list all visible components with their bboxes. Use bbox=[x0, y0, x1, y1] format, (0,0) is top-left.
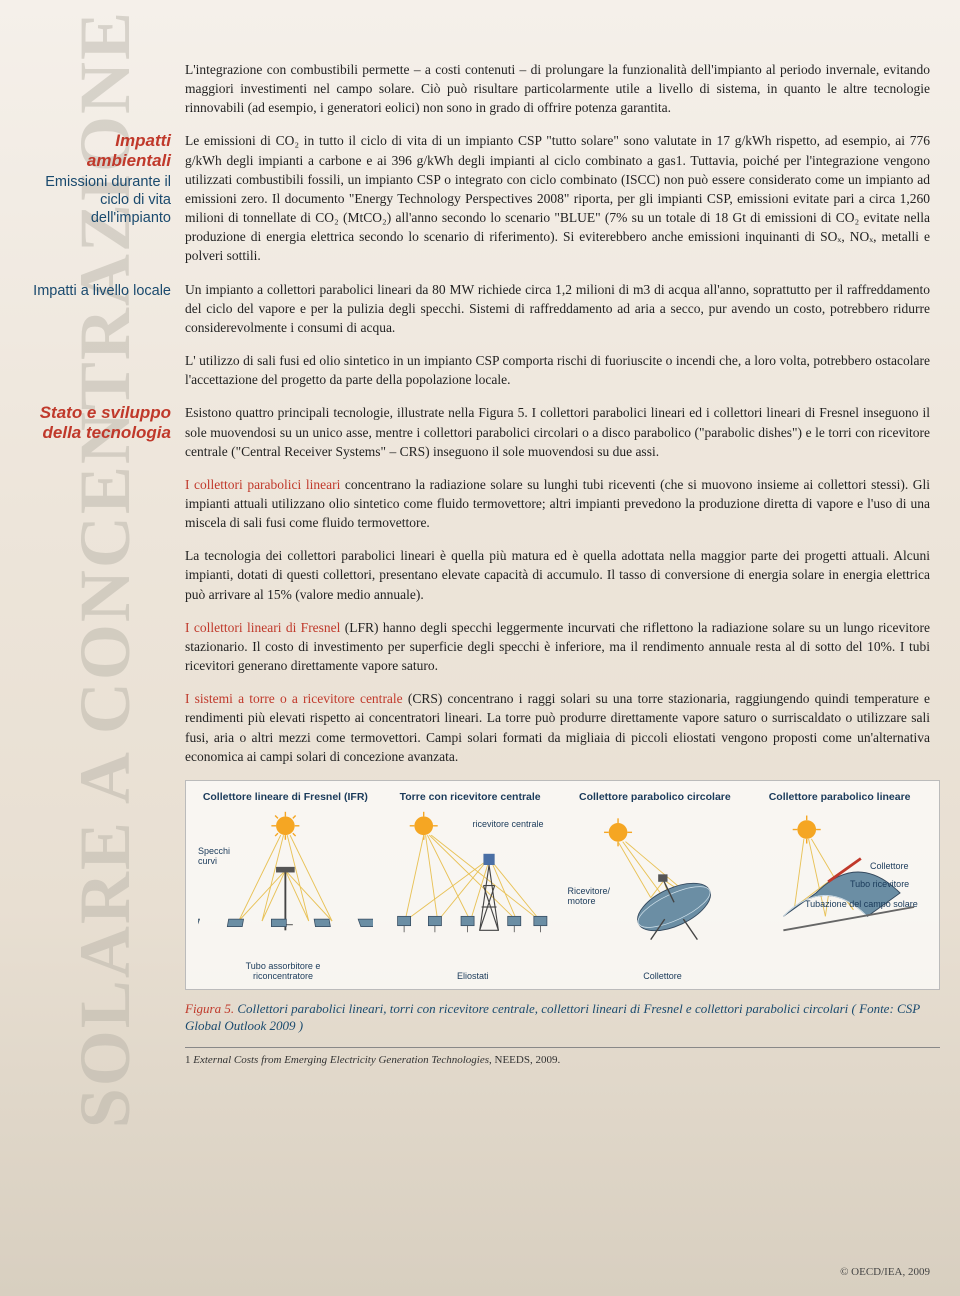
copyright: © OECD/IEA, 2009 bbox=[840, 1266, 930, 1278]
footnote: 1 External Costs from Emerging Electrici… bbox=[185, 1054, 940, 1066]
figure-5: Collettore lineare di Fresnel (IFR) bbox=[185, 780, 940, 990]
subhead-emissioni: Emissioni durante il ciclo di vita dell'… bbox=[30, 173, 171, 227]
figure-caption: Figura 5. Collettori parabolici lineari,… bbox=[185, 1000, 940, 1035]
impatti-body: Le emissioni di CO₂ in tutto il ciclo di… bbox=[185, 131, 930, 265]
torre: I sistemi a torre o a ricevitore central… bbox=[185, 689, 930, 766]
fig-tower: Torre con ricevitore centrale bbox=[383, 791, 558, 979]
para-lineari: I collettori parabolici lineari concentr… bbox=[185, 475, 930, 532]
lead-torre: I sistemi a torre o a ricevitore central… bbox=[185, 691, 403, 706]
heading-impatti: Impatti ambientali bbox=[30, 131, 171, 170]
intro-text: L'integrazione con combustibili permette… bbox=[185, 60, 930, 117]
footnote-separator bbox=[185, 1047, 940, 1048]
lead-lineari: I collettori parabolici lineari bbox=[185, 477, 340, 492]
subhead-locale: Impatti a livello locale bbox=[30, 282, 171, 300]
stato-body: Esistono quattro principali tecnologie, … bbox=[185, 403, 930, 460]
locale-body2: L' utilizzo di sali fusi ed olio sinteti… bbox=[185, 351, 930, 389]
page-content: L'integrazione con combustibili permette… bbox=[0, 0, 960, 1086]
fig-fresnel: Collettore lineare di Fresnel (IFR) bbox=[198, 791, 373, 979]
para-lineari-2: La tecnologia dei collettori parabolici … bbox=[185, 546, 930, 603]
heading-stato: Stato e sviluppo della tecnologia bbox=[30, 403, 171, 442]
fig-trough: Collettore parabolico lineare bbox=[752, 791, 927, 979]
fig-dish: Collettore parabolico circolare bbox=[568, 791, 743, 979]
fresnel: I collettori lineari di Fresnel (LFR) ha… bbox=[185, 618, 930, 675]
lead-fresnel: I collettori lineari di Fresnel bbox=[185, 620, 340, 635]
locale-body: Un impianto a collettori parabolici line… bbox=[185, 280, 930, 337]
